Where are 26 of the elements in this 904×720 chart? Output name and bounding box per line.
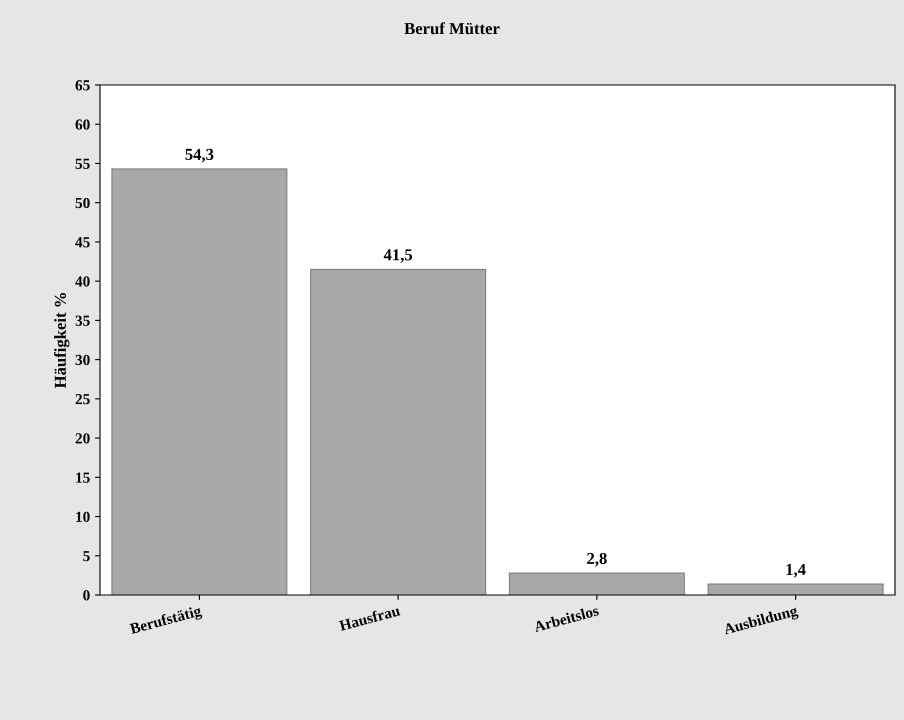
bar — [111, 168, 288, 595]
data-label: 54,3 — [185, 148, 214, 162]
y-tick-label: 5 — [83, 551, 90, 562]
y-tick-label: 45 — [75, 237, 90, 248]
y-tick-label: 40 — [75, 276, 90, 287]
y-tick-label: 10 — [76, 512, 90, 522]
y-tick-label: 65 — [76, 80, 90, 90]
bar — [508, 572, 685, 595]
y-tick-label: 50 — [76, 198, 90, 208]
data-label: 1,4 — [786, 564, 806, 578]
y-tick-label: 0 — [83, 590, 90, 600]
y-tick-label: 55 — [76, 158, 90, 169]
y-tick-label: 15 — [76, 472, 90, 483]
data-label: 2,8 — [587, 552, 607, 567]
y-axis-title: Häufigkeit % — [54, 293, 70, 388]
bar — [310, 268, 486, 595]
y-tick-label: 25 — [76, 394, 90, 404]
x-tick-label: Arbeitslos — [533, 604, 600, 632]
x-tick-label: Hausfrau — [338, 604, 401, 632]
data-label: 41,5 — [384, 249, 412, 263]
y-tick-label: 30 — [76, 354, 90, 366]
y-tick-label: 35 — [76, 316, 90, 326]
y-tick-label: 60 — [76, 119, 90, 130]
chart-title: Beruf Mütter — [404, 22, 500, 34]
bar — [708, 583, 884, 595]
y-tick-label: 20 — [76, 433, 90, 444]
